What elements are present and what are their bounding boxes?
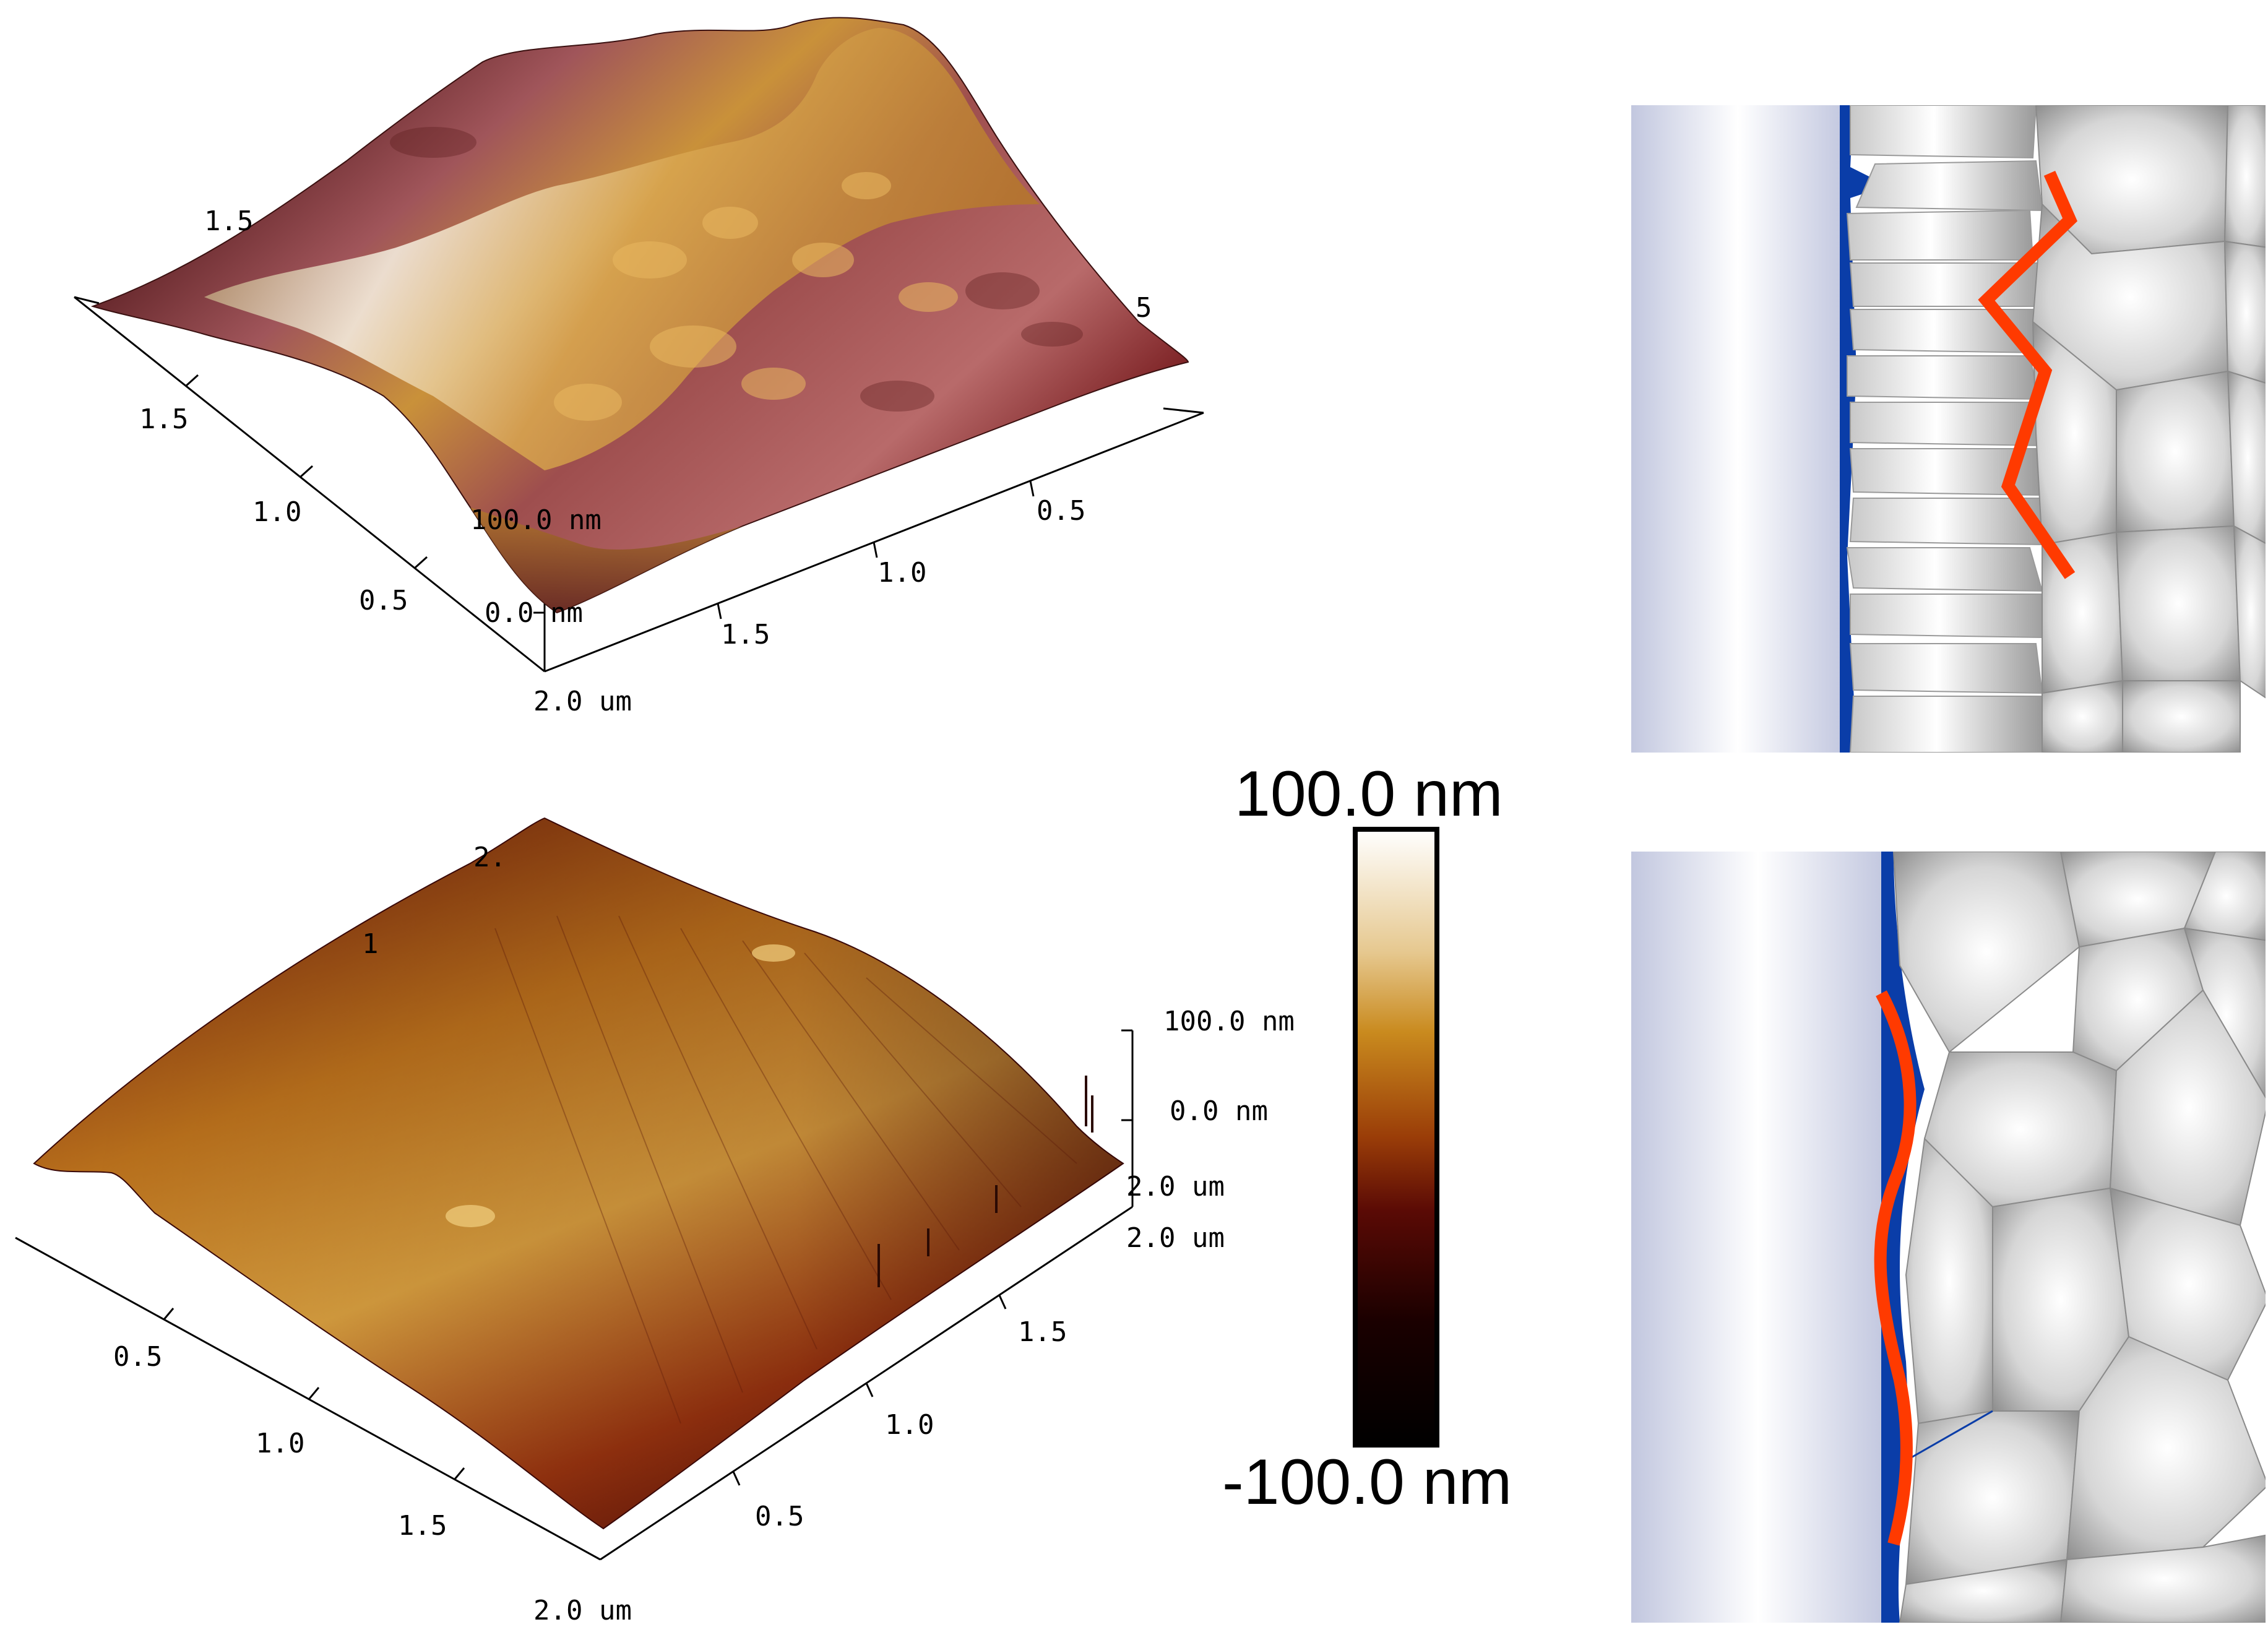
schematic-bottom-interlayer xyxy=(1881,852,1925,1623)
afm-bottom-axis-left xyxy=(15,1236,601,1561)
color-scale: 100.0 nm -100.0 nm xyxy=(1222,758,1512,1518)
afm-top-left-tick-2: 1.0 xyxy=(252,496,301,528)
afm-bottom-top-partial-tick: 2. xyxy=(473,842,506,873)
afm-bottom-left-tick-3: 1.5 xyxy=(398,1510,447,1542)
schematic-bottom-grains xyxy=(1892,852,2266,1623)
color-scale-min-label: -100.0 nm xyxy=(1222,1446,1512,1518)
afm-top-left-tick-1: 1.5 xyxy=(139,404,188,435)
color-scale-bar xyxy=(1353,827,1439,1448)
schematic-top-grains xyxy=(2032,105,2266,753)
schematic-top-columnar xyxy=(1631,105,2266,753)
afm-bottom-streaks xyxy=(494,915,1077,1424)
afm-bottom-z-tick-max: 100.0 nm xyxy=(1163,1006,1295,1037)
afm-top-axis-left xyxy=(74,296,545,673)
afm-bottom-z-base-1: 2.0 um xyxy=(1126,1171,1225,1202)
afm-bottom-spikes xyxy=(877,1076,1093,1287)
afm-bottom-front-tick-3: 1.5 xyxy=(1018,1316,1067,1348)
afm-top-texture xyxy=(554,172,958,421)
afm-top-front-tick-3: 0.5 xyxy=(1037,495,1085,527)
color-scale-max-label: 100.0 nm xyxy=(1235,758,1503,830)
afm-bottom-corner-label: 2.0 um xyxy=(533,1595,632,1626)
afm-top-front-face xyxy=(470,507,743,613)
afm-bottom-front-tick-1: 0.5 xyxy=(755,1501,804,1532)
schematic-top-crack-path xyxy=(1978,170,2077,579)
schematic-bottom-substrate xyxy=(1631,852,1885,1623)
afm-top-front-tick-1: 1.5 xyxy=(721,619,770,650)
afm-top-upper-left-tick: 1.5 xyxy=(204,205,253,237)
afm-bottom-front-tick-2: 1.0 xyxy=(885,1409,934,1441)
afm-top-panel: 1.5 1.5 1.0 0.5 1.5 1.0 0.5 5 100.0 nm 0… xyxy=(74,17,1204,717)
afm-bottom-panel: 0.5 1.0 1.5 0.5 1.0 1.5 2.0 um 100.0 nm … xyxy=(15,817,1295,1626)
afm-top-corner-label: 2.0 um xyxy=(533,686,632,717)
afm-top-front-tick-2: 1.0 xyxy=(877,557,926,589)
afm-top-right-partial-tick: 5 xyxy=(1136,292,1152,324)
schematic-bottom-equiaxed xyxy=(1631,852,2266,1623)
schematic-top-substrate xyxy=(1631,105,1845,753)
afm-bottom-z-tick-zero: 0.0 nm xyxy=(1170,1095,1268,1127)
afm-top-z-tick-zero: 0.0 nm xyxy=(485,597,583,629)
afm-bottom-z-base-2: 2.0 um xyxy=(1126,1222,1225,1254)
afm-bottom-side-partial-tick: 1 xyxy=(362,928,379,960)
afm-bottom-left-tick-2: 1.0 xyxy=(256,1428,304,1459)
afm-top-z-tick-max: 100.0 nm xyxy=(470,504,601,536)
schematic-top-columns xyxy=(1846,105,2050,753)
schematic-bottom-crack-path xyxy=(1874,990,1917,1546)
afm-top-left-tick-3: 0.5 xyxy=(359,585,408,616)
afm-bottom-left-tick-1: 0.5 xyxy=(113,1341,162,1373)
